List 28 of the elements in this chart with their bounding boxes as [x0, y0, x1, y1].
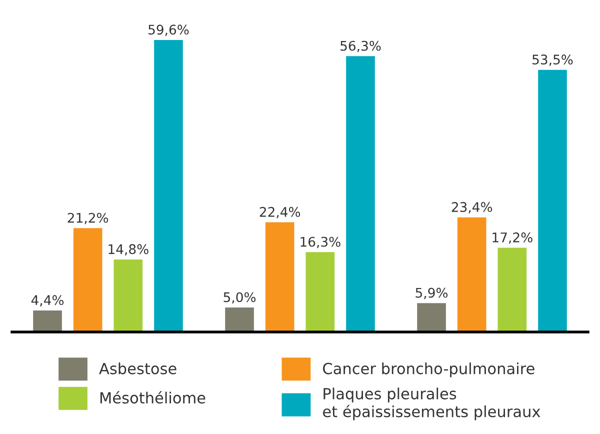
bar [33, 310, 62, 332]
data-label: 4,4% [31, 295, 64, 306]
bar [114, 259, 143, 332]
data-label: 53,5% [532, 54, 573, 66]
legend-label: Cancer broncho-pulmonaire [323, 362, 534, 378]
data-label: 59,6% [148, 24, 189, 36]
data-label: 21,2% [68, 212, 108, 224]
legend-label: Mésothéliome [100, 391, 206, 404]
data-label: 17,2% [492, 232, 532, 244]
legend-label: Asbestose [99, 362, 176, 374]
data-label: 5,0% [224, 292, 256, 304]
bar [417, 303, 446, 332]
bar [73, 228, 102, 332]
data-label: 14,8% [108, 244, 148, 256]
bar [265, 222, 294, 332]
bar [225, 308, 254, 332]
data-label: 16,3% [300, 236, 340, 248]
data-label: 5,9% [416, 288, 448, 300]
data-label: 56,3% [340, 40, 381, 52]
bar [498, 248, 527, 332]
bar [457, 217, 486, 332]
data-label: 23,4% [452, 202, 492, 214]
data-label: 22,4% [260, 206, 300, 218]
bar [538, 70, 567, 332]
bar [346, 56, 375, 332]
legend-label: Plaques pleurales et épaississements pleuraux [323, 388, 540, 420]
bar [306, 252, 335, 332]
bar [154, 40, 183, 332]
